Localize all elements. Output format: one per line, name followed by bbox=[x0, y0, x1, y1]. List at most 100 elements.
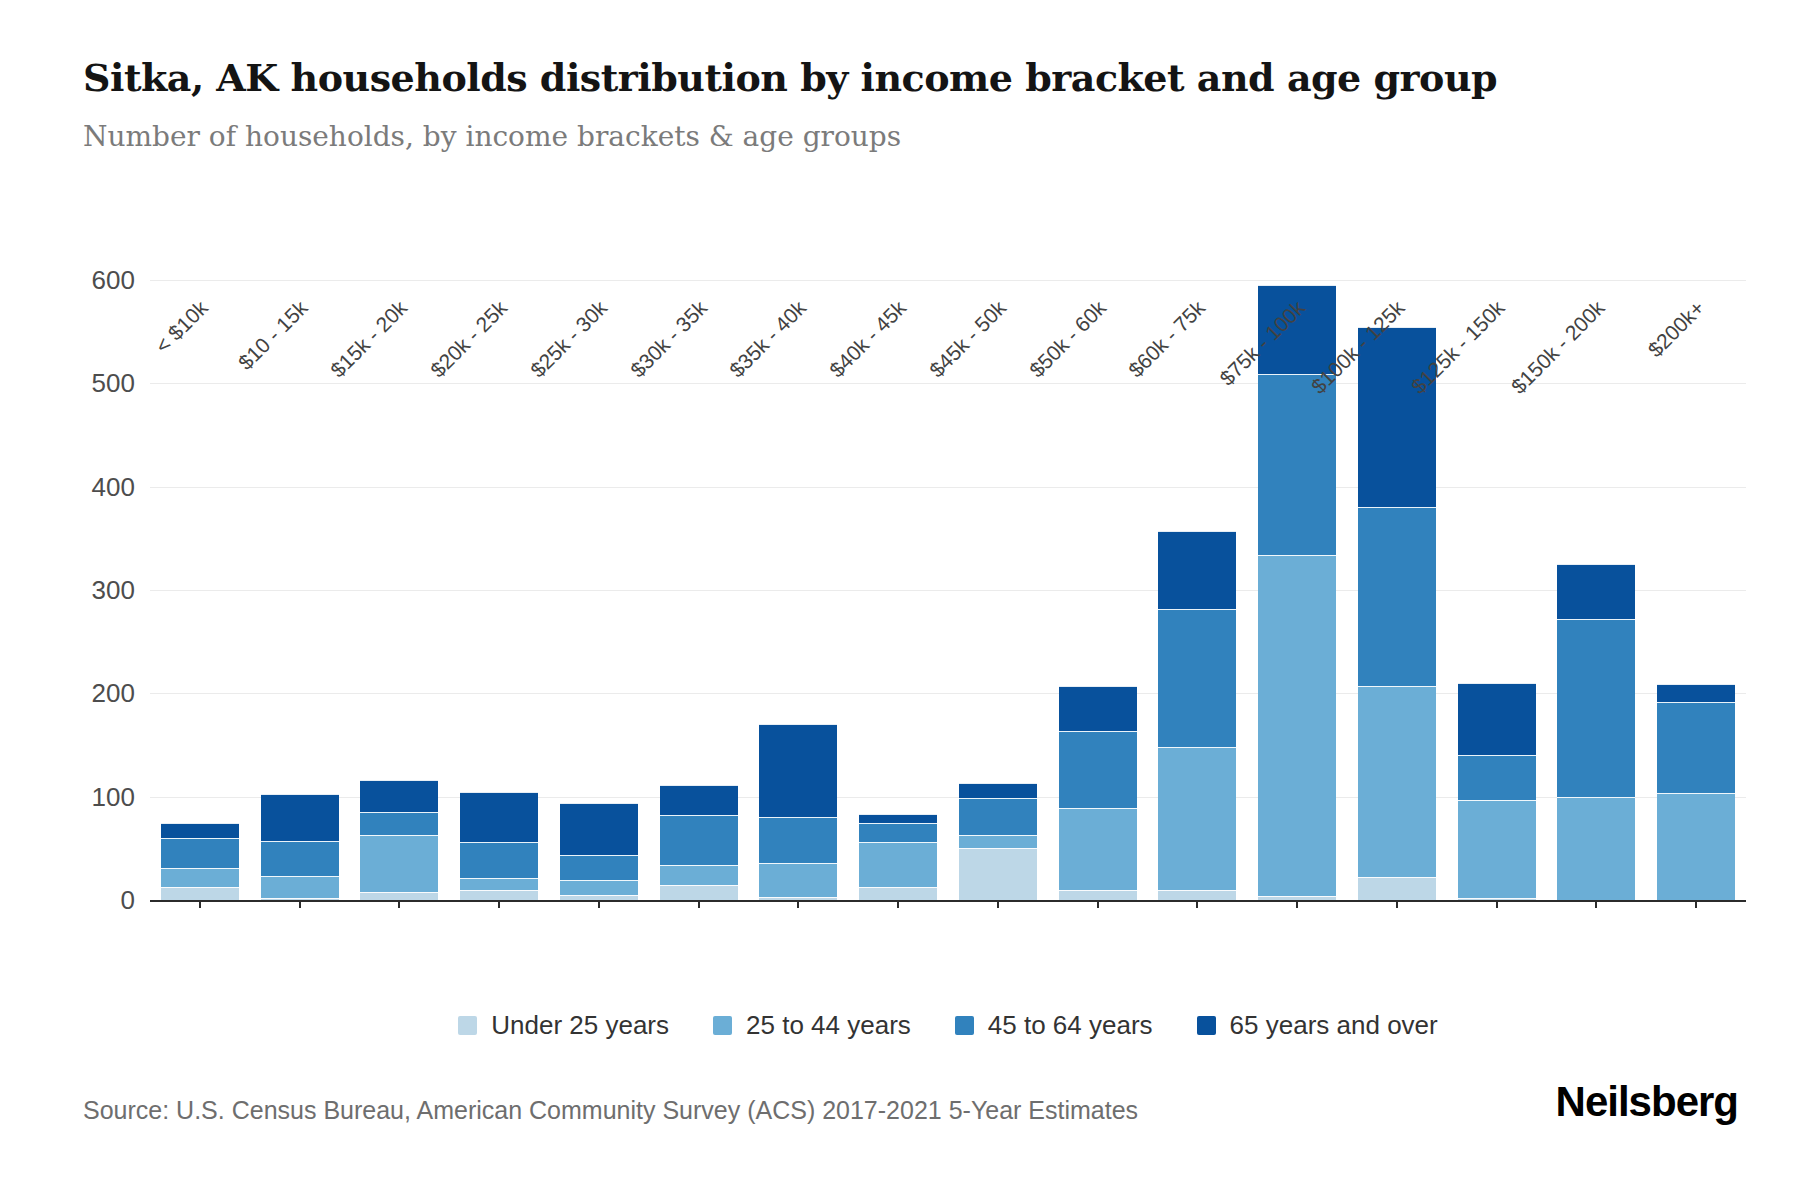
bar-segment[interactable] bbox=[1059, 731, 1137, 809]
bar-segment[interactable] bbox=[959, 783, 1037, 797]
stacked-bar[interactable] bbox=[959, 783, 1037, 900]
bar-segment[interactable] bbox=[1458, 683, 1536, 755]
bar-segment[interactable] bbox=[1358, 327, 1436, 508]
bar-segment[interactable] bbox=[959, 835, 1037, 848]
x-tick bbox=[498, 900, 500, 908]
bar-segment[interactable] bbox=[460, 878, 538, 889]
bar-segment[interactable] bbox=[959, 798, 1037, 835]
bar-segment[interactable] bbox=[261, 876, 339, 898]
x-tick-label: $200k+ bbox=[1643, 296, 1709, 362]
x-tick-label: $20k - 25k bbox=[426, 296, 512, 382]
x-tick bbox=[698, 900, 700, 908]
bar-segment[interactable] bbox=[1258, 555, 1336, 896]
stacked-bar[interactable] bbox=[360, 780, 438, 900]
bar-segment[interactable] bbox=[759, 724, 837, 817]
x-tick bbox=[1296, 900, 1298, 908]
stacked-bar[interactable] bbox=[161, 823, 239, 900]
bar-segment[interactable] bbox=[859, 887, 937, 900]
bar-segment[interactable] bbox=[560, 855, 638, 881]
bar-segment[interactable] bbox=[1059, 808, 1137, 890]
bar-segment[interactable] bbox=[1358, 507, 1436, 686]
y-tick-label: 500 bbox=[65, 370, 135, 396]
legend-item[interactable]: 25 to 44 years bbox=[713, 1010, 911, 1041]
bar-segment[interactable] bbox=[560, 880, 638, 894]
gridline bbox=[150, 383, 1746, 384]
bar-segment[interactable] bbox=[460, 792, 538, 843]
stacked-bar[interactable] bbox=[1657, 684, 1735, 900]
bar-segment[interactable] bbox=[360, 835, 438, 892]
bar-segment[interactable] bbox=[1059, 686, 1137, 730]
bar-segment[interactable] bbox=[161, 868, 239, 887]
bar-segment[interactable] bbox=[1657, 793, 1735, 900]
x-tick bbox=[997, 900, 999, 908]
bar-segment[interactable] bbox=[1458, 800, 1536, 898]
bar-segment[interactable] bbox=[261, 794, 339, 842]
gridline bbox=[150, 280, 1746, 281]
bar-segment[interactable] bbox=[660, 885, 738, 901]
bar-segment[interactable] bbox=[660, 785, 738, 815]
stacked-bar[interactable] bbox=[261, 794, 339, 900]
legend-label: 45 to 64 years bbox=[988, 1010, 1153, 1041]
stacked-bar[interactable] bbox=[1358, 327, 1436, 900]
chart-page: Sitka, AK households distribution by inc… bbox=[0, 0, 1800, 1200]
x-tick bbox=[897, 900, 899, 908]
bar-segment[interactable] bbox=[460, 842, 538, 878]
bar-segment[interactable] bbox=[161, 823, 239, 839]
bar-segment[interactable] bbox=[1557, 619, 1635, 797]
bar-segment[interactable] bbox=[859, 842, 937, 886]
y-tick-label: 100 bbox=[65, 784, 135, 810]
bar-segment[interactable] bbox=[560, 803, 638, 855]
bar-segment[interactable] bbox=[360, 812, 438, 835]
bar-segment[interactable] bbox=[959, 848, 1037, 900]
bar-segment[interactable] bbox=[1557, 564, 1635, 619]
bar-segment[interactable] bbox=[1158, 747, 1236, 890]
bar-segment[interactable] bbox=[660, 815, 738, 865]
bar-segment[interactable] bbox=[161, 838, 239, 868]
bar-segment[interactable] bbox=[1458, 755, 1536, 799]
bar-segment[interactable] bbox=[460, 890, 538, 900]
bar-segment[interactable] bbox=[1158, 890, 1236, 900]
legend: Under 25 years 25 to 44 years 45 to 64 yea… bbox=[150, 1010, 1746, 1041]
legend-swatch-icon bbox=[713, 1016, 732, 1035]
stacked-bar[interactable] bbox=[560, 803, 638, 900]
bar-segment[interactable] bbox=[1258, 374, 1336, 555]
bar-segment[interactable] bbox=[1358, 686, 1436, 877]
stacked-bar[interactable] bbox=[1158, 531, 1236, 900]
bar-segment[interactable] bbox=[1059, 890, 1137, 900]
x-tick-label: $40k - 45k bbox=[825, 296, 911, 382]
stacked-bar[interactable] bbox=[1458, 683, 1536, 900]
x-tick bbox=[1396, 900, 1398, 908]
bar-segment[interactable] bbox=[360, 780, 438, 812]
bar-segment[interactable] bbox=[161, 887, 239, 900]
bar-segment[interactable] bbox=[1158, 609, 1236, 747]
x-tick bbox=[1695, 900, 1697, 908]
bar-segment[interactable] bbox=[360, 892, 438, 900]
bar-segment[interactable] bbox=[759, 817, 837, 862]
bar-segment[interactable] bbox=[1657, 684, 1735, 702]
legend-swatch-icon bbox=[1197, 1016, 1216, 1035]
source-note: Source: U.S. Census Bureau, American Com… bbox=[83, 1096, 1138, 1125]
y-tick-label: 0 bbox=[65, 887, 135, 913]
stacked-bar[interactable] bbox=[1557, 564, 1635, 900]
x-tick-label: $35k - 40k bbox=[725, 296, 811, 382]
bar-segment[interactable] bbox=[1358, 877, 1436, 900]
bar-segment[interactable] bbox=[1158, 531, 1236, 609]
bar-segment[interactable] bbox=[1557, 797, 1635, 900]
legend-item[interactable]: 45 to 64 years bbox=[955, 1010, 1153, 1041]
bar-segment[interactable] bbox=[859, 814, 937, 822]
bar-segment[interactable] bbox=[1657, 702, 1735, 793]
bar-segment[interactable] bbox=[759, 863, 837, 897]
x-tick-label: < $10k bbox=[151, 296, 213, 358]
stacked-bar[interactable] bbox=[660, 785, 738, 900]
stacked-bar[interactable] bbox=[460, 792, 538, 900]
y-tick-label: 400 bbox=[65, 474, 135, 500]
bar-segment[interactable] bbox=[261, 841, 339, 876]
x-tick bbox=[398, 900, 400, 908]
bar-segment[interactable] bbox=[660, 865, 738, 885]
legend-item[interactable]: Under 25 years bbox=[458, 1010, 669, 1041]
bar-segment[interactable] bbox=[859, 823, 937, 843]
stacked-bar[interactable] bbox=[759, 724, 837, 900]
legend-item[interactable]: 65 years and over bbox=[1197, 1010, 1438, 1041]
stacked-bar[interactable] bbox=[859, 814, 937, 900]
stacked-bar[interactable] bbox=[1059, 686, 1137, 900]
